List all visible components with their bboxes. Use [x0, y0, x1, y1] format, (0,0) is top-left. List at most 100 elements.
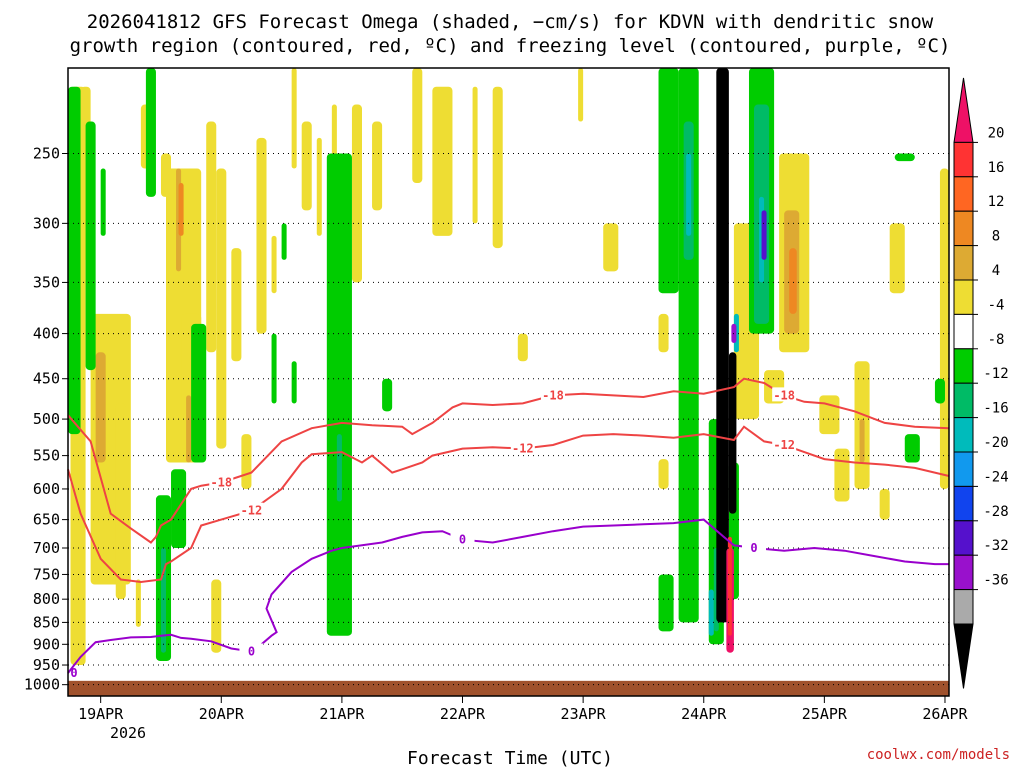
omega-region-45 [859, 419, 865, 463]
colorbar-label-11: -28 [983, 504, 1008, 520]
contour-label-2-2: 0 [750, 541, 757, 555]
omega-shading-layer [68, 68, 949, 666]
omega-region-39 [889, 223, 905, 294]
x-tick-label-19APR: 19APR [78, 705, 124, 723]
colorbar-label-1: 16 [988, 160, 1005, 176]
omega-region-40 [939, 168, 949, 489]
colorbar-box-10 [953, 451, 974, 487]
omega-region-11 [211, 579, 222, 653]
colorbar-label-6: -8 [988, 332, 1005, 348]
omega-region-56 [281, 223, 287, 260]
colorbar-label-12: -32 [983, 538, 1008, 554]
contour-label-2-0: 0 [248, 644, 255, 658]
contour-label-bg-0-1 [540, 387, 565, 402]
contour-label-bg-1-2 [772, 437, 797, 452]
omega-region-50 [100, 168, 106, 236]
contour-label-1-0: -12 [241, 504, 263, 518]
contour-label-bg-1-0 [239, 502, 264, 517]
omega-region-66 [894, 153, 915, 162]
omega-region-74 [686, 153, 692, 236]
omega-region-25 [472, 86, 478, 224]
contour-label-0-1: -18 [542, 388, 564, 402]
y-tick-label-700: 700 [33, 539, 60, 557]
colorbar-label-4: 4 [992, 263, 1000, 279]
contour-label-bg-1-1 [510, 440, 535, 455]
omega-region-31 [658, 459, 669, 489]
omega-region-13 [241, 434, 252, 489]
colorbar-box-14 [953, 589, 974, 625]
omega-region-61 [658, 574, 674, 632]
omega-region-54 [191, 323, 207, 463]
y-tick-label-1000: 1000 [24, 676, 60, 694]
x-tick-label-24APR: 24APR [681, 705, 727, 723]
colorbar-box-0 [953, 77, 974, 143]
omega-region-38 [879, 488, 890, 520]
omega-region-16 [291, 68, 297, 169]
contour-label-1-1: -12 [512, 442, 534, 456]
colorbar-box-4 [953, 245, 974, 281]
x-tick-label-21APR: 21APR [319, 705, 365, 723]
terrain-layer [68, 680, 949, 696]
plot-area: -18 -18 -18 -12 -12 -12 0 0 0 0 [67, 67, 950, 697]
y-tick-label-800: 800 [33, 590, 60, 608]
y-tick-label-600: 600 [33, 480, 60, 498]
contour-label-start-2: 0 [70, 666, 77, 680]
omega-region-15 [271, 235, 277, 294]
omega-region-58 [326, 153, 352, 636]
gridlines [68, 152, 949, 686]
terrain-band [68, 680, 949, 696]
colorbar-label-9: -20 [983, 435, 1008, 451]
x-tick-label-23APR: 23APR [561, 705, 607, 723]
omega-region-83 [727, 536, 732, 636]
colorbar-label-3: 8 [992, 229, 1000, 245]
y-tick-label-650: 650 [33, 511, 60, 529]
omega-region-22 [372, 121, 383, 211]
y-tick-label-950: 950 [33, 656, 60, 674]
omega-region-55 [271, 333, 277, 404]
credit-text: coolwx.com/models [867, 747, 1010, 763]
omega-region-59 [382, 378, 393, 412]
omega-region-48 [68, 86, 81, 435]
colorbar-box-1 [953, 141, 974, 178]
omega-region-23 [412, 68, 423, 183]
omega-region-81 [728, 352, 737, 514]
colorbar-label-2: 12 [988, 194, 1005, 210]
contour-line-1 [67, 425, 950, 584]
x-tick-label-25APR: 25APR [802, 705, 848, 723]
x-tick-label-20APR: 20APR [199, 705, 245, 723]
colorbar-label-8: -16 [983, 401, 1008, 417]
omega-region-9 [206, 121, 217, 353]
y-tick-label-350: 350 [33, 273, 60, 291]
contour-label-bg-0-0 [209, 474, 234, 489]
y-tick-label-500: 500 [33, 410, 60, 428]
colorbar-box-9 [953, 417, 974, 453]
contour-label-0-0: -18 [210, 476, 232, 490]
omega-region-29 [603, 223, 619, 272]
x-tick-label-26APR: 26APR [922, 705, 968, 723]
contour-label-bg-2-2 [742, 540, 767, 555]
x-year-label: 2026 [110, 724, 146, 742]
omega-region-51 [145, 68, 156, 197]
omega-region-36 [834, 448, 850, 502]
chart-title-line-1: 2026041812 GFS Forecast Omega (shaded, −… [87, 11, 934, 33]
colorbar-box-3 [953, 210, 974, 247]
plot-frame [67, 67, 950, 697]
colorbar: 20 16 12 8 4 -4 -8 -12 -16 -20 -24 -28 -32 -36 [953, 77, 1009, 689]
y-tick-label-550: 550 [33, 447, 60, 465]
y-tick-label-250: 250 [33, 144, 60, 162]
omega-region-68 [934, 378, 945, 404]
colorbar-label-13: -36 [983, 573, 1008, 589]
omega-region-18 [316, 137, 322, 236]
omega-region-24 [432, 86, 453, 236]
omega-region-12 [231, 248, 242, 362]
omega-region-47 [789, 248, 797, 314]
omega-region-17 [301, 121, 312, 211]
omega-region-75 [708, 589, 714, 636]
y-tick-label-450: 450 [33, 370, 60, 388]
omega-region-57 [291, 361, 297, 404]
omega-region-43 [186, 395, 192, 463]
omega-region-70 [336, 434, 342, 502]
colorbar-label-0: 20 [988, 125, 1005, 141]
pressure-axis: 250 300 350 400 450 500 550 600 650 700 750 800 850 9… [24, 144, 68, 694]
